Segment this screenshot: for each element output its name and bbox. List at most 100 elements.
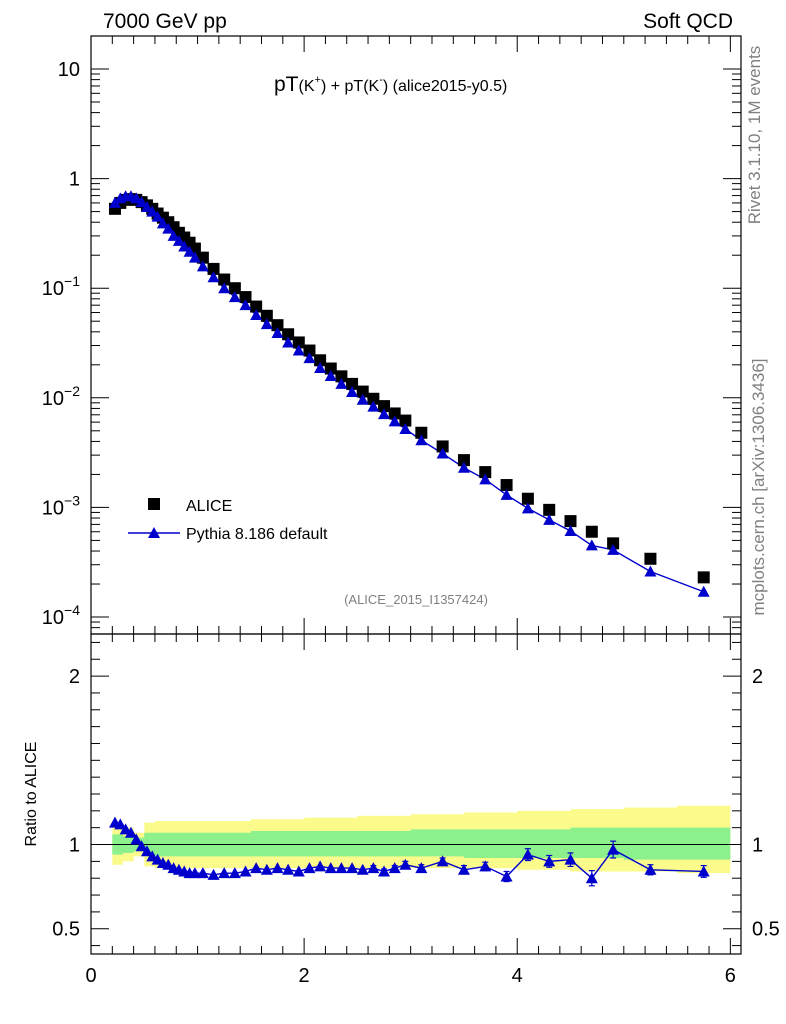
legend: ALICE Pythia 8.186 default [128, 498, 328, 543]
ratio-marker [378, 865, 391, 877]
alice-marker [346, 377, 359, 390]
pythia-main-markers [108, 190, 710, 597]
alice-marker [564, 515, 577, 528]
pythia-marker [356, 393, 369, 405]
ratio-y-tick-label-right: 2 [752, 666, 763, 688]
ratio-marker [260, 863, 273, 875]
ratio-marker [644, 863, 657, 875]
alice-marker [607, 537, 620, 550]
ratio-marker [543, 855, 556, 867]
alice-marker [314, 354, 327, 367]
alice-marker [196, 251, 209, 264]
pythia-marker [367, 400, 380, 412]
pythia-marker [188, 251, 201, 263]
pythia-marker [146, 205, 159, 217]
main-y-ticks [91, 35, 741, 635]
main-y-tick-label: 10−3 [42, 492, 80, 519]
alice-marker [500, 479, 513, 492]
pythia-marker [500, 488, 513, 500]
pythia-marker [135, 196, 148, 208]
ratio-x-tick-label: 2 [299, 965, 310, 987]
ratio-marker [196, 867, 209, 879]
pythia-marker [585, 539, 598, 551]
alice-marker [415, 426, 428, 439]
legend-pythia-marker [148, 527, 160, 538]
alice-marker [367, 392, 380, 405]
pythia-marker [162, 222, 175, 234]
green-uncertainty-band [112, 827, 731, 860]
alice-marker [378, 400, 391, 413]
pythia-marker [140, 201, 153, 213]
ratio-marker [399, 858, 412, 870]
legend-alice-marker [148, 498, 160, 510]
ratio-marker [607, 843, 620, 855]
ratio-marker [415, 862, 428, 874]
pythia-marker [218, 282, 231, 294]
main-x-ticks [90, 36, 731, 634]
pythia-marker [314, 362, 327, 374]
ratio-pythia-series [108, 816, 710, 887]
pythia-marker [607, 543, 620, 555]
alice-marker [228, 282, 241, 295]
pythia-marker [324, 370, 337, 382]
ratio-marker [457, 863, 470, 875]
pythia-marker [207, 271, 220, 283]
pythia-marker [399, 422, 412, 434]
pythia-marker [196, 260, 209, 272]
ratio-marker [250, 862, 263, 874]
ratio-marker [697, 865, 710, 877]
title-k2-sup: - [379, 74, 383, 86]
alice-marker [282, 328, 295, 341]
ratio-marker [271, 862, 284, 874]
alice-main-markers [108, 193, 710, 584]
pythia-marker [156, 217, 169, 229]
ratio-y-ticks [91, 641, 741, 947]
pythia-marker [457, 461, 470, 473]
title-main: pT [274, 73, 299, 96]
ratio-marker [114, 818, 127, 830]
alice-marker [271, 319, 284, 332]
pythia-marker [228, 291, 241, 303]
pythia-marker [388, 415, 401, 427]
legend-pythia-label: Pythia 8.186 default [186, 526, 328, 543]
ratio-marker [324, 862, 337, 874]
pythia-marker [436, 447, 449, 459]
ratio-marker [124, 826, 137, 838]
ratio-marker [500, 870, 513, 882]
alice-marker [335, 370, 348, 383]
header-left: 7000 GeV pp [103, 10, 227, 33]
ratio-marker [207, 868, 220, 880]
ratio-marker [521, 848, 534, 860]
alice-marker [239, 291, 252, 304]
pythia-marker [543, 513, 556, 525]
alice-marker [388, 407, 401, 420]
pythia-marker [282, 336, 295, 348]
ratio-panel: 0.5 0.5 1 1 2 2 0 2 4 6 Ratio to ALICE [23, 633, 780, 987]
ratio-marker [314, 860, 327, 872]
pythia-marker [697, 585, 710, 597]
title-k1-sup: + [315, 74, 321, 86]
pythia-marker [250, 308, 263, 320]
ratio-marker [367, 862, 380, 874]
ratio-y-tick-label-right: 0.5 [752, 919, 780, 941]
pythia-marker [260, 318, 273, 330]
ratio-y-tick-label-left: 0.5 [52, 919, 80, 941]
alice-marker [436, 440, 449, 453]
ratio-frame [90, 633, 742, 955]
alice-marker [457, 454, 470, 467]
alice-marker [324, 362, 337, 375]
mcplots-label: mcplots.cern.ch [arXiv:1306.3436] [749, 358, 768, 615]
ratio-y-tick-labels: 0.5 0.5 1 1 2 2 [52, 666, 780, 941]
pythia-marker [292, 344, 305, 356]
pythia-marker [415, 434, 428, 446]
pythia-marker [564, 524, 577, 536]
ratio-y-axis-label: Ratio to ALICE [23, 742, 40, 847]
pythia-marker [644, 565, 657, 577]
ratio-marker [228, 867, 241, 879]
alice-marker [218, 273, 231, 286]
pythia-marker [335, 377, 348, 389]
main-y-tick-labels: 10 1 10−1 10−2 10−3 10−4 [42, 59, 80, 629]
ratio-x-tick-label: 6 [725, 965, 736, 987]
ratio-marker [335, 862, 348, 874]
